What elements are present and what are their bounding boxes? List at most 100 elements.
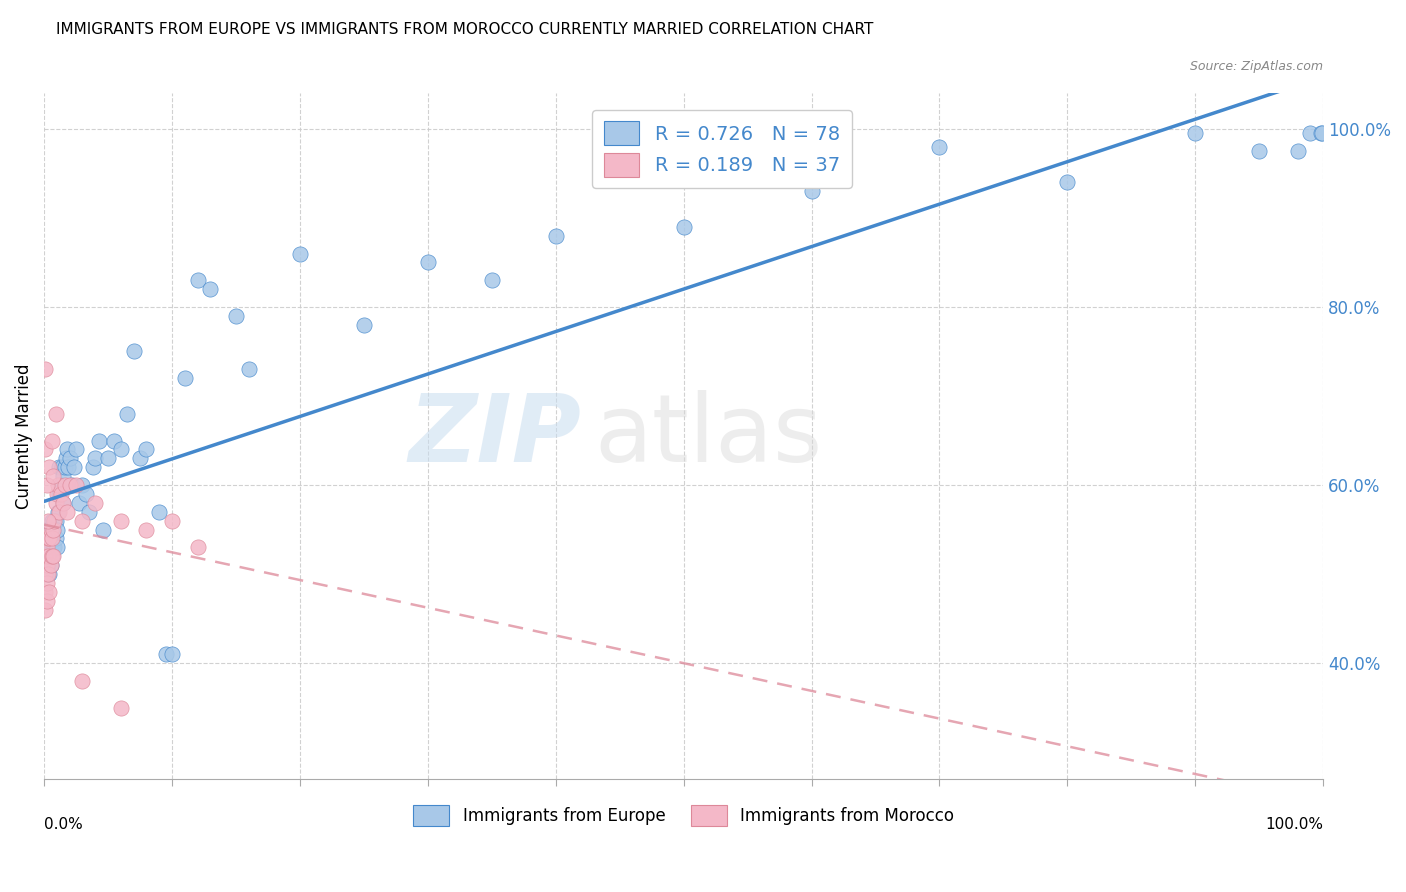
- Point: [34, 442, 56, 457]
- Point: [1056, 175, 1078, 189]
- Point: [35, 558, 58, 573]
- Point: [110, 700, 132, 714]
- Point: [91, 523, 114, 537]
- Point: [288, 246, 311, 260]
- Point: [42, 469, 65, 483]
- Point: [48, 487, 70, 501]
- Point: [34, 549, 56, 564]
- Point: [72, 514, 94, 528]
- Point: [52, 469, 75, 483]
- Point: [1184, 126, 1206, 140]
- Point: [35, 532, 58, 546]
- Text: ZIP: ZIP: [408, 390, 581, 482]
- Point: [416, 255, 439, 269]
- Point: [37, 523, 59, 537]
- Point: [45, 487, 67, 501]
- Point: [34, 362, 56, 376]
- Legend: Immigrants from Europe, Immigrants from Morocco: Immigrants from Europe, Immigrants from …: [406, 798, 962, 832]
- Point: [200, 282, 222, 296]
- Point: [45, 541, 67, 555]
- Point: [42, 549, 65, 564]
- Point: [77, 505, 100, 519]
- Point: [353, 318, 375, 332]
- Point: [38, 532, 60, 546]
- Point: [160, 514, 183, 528]
- Point: [34, 603, 56, 617]
- Point: [35, 594, 58, 608]
- Point: [84, 451, 107, 466]
- Point: [45, 532, 67, 546]
- Point: [37, 532, 59, 546]
- Point: [52, 496, 75, 510]
- Point: [34, 567, 56, 582]
- Point: [800, 184, 823, 198]
- Point: [51, 460, 73, 475]
- Point: [59, 478, 82, 492]
- Point: [41, 532, 63, 546]
- Point: [49, 487, 72, 501]
- Point: [672, 219, 695, 234]
- Point: [34, 541, 56, 555]
- Point: [44, 541, 66, 555]
- Point: [1249, 144, 1271, 158]
- Point: [41, 434, 63, 448]
- Text: 0.0%: 0.0%: [44, 817, 83, 831]
- Point: [72, 673, 94, 688]
- Point: [46, 505, 69, 519]
- Point: [45, 514, 67, 528]
- Point: [155, 647, 177, 661]
- Point: [65, 442, 87, 457]
- Point: [52, 496, 75, 510]
- Point: [122, 344, 145, 359]
- Point: [160, 647, 183, 661]
- Point: [45, 496, 67, 510]
- Point: [53, 478, 76, 492]
- Point: [135, 442, 157, 457]
- Text: 100.0%: 100.0%: [1265, 817, 1323, 831]
- Point: [35, 549, 58, 564]
- Point: [481, 273, 503, 287]
- Point: [38, 541, 60, 555]
- Point: [103, 434, 125, 448]
- Point: [110, 514, 132, 528]
- Point: [1309, 126, 1331, 140]
- Point: [56, 442, 79, 457]
- Point: [48, 505, 70, 519]
- Point: [187, 541, 209, 555]
- Point: [35, 541, 58, 555]
- Point: [38, 585, 60, 599]
- Point: [72, 478, 94, 492]
- Point: [34, 549, 56, 564]
- Point: [82, 460, 104, 475]
- Point: [56, 505, 79, 519]
- Point: [38, 523, 60, 537]
- Point: [148, 505, 170, 519]
- Text: IMMIGRANTS FROM EUROPE VS IMMIGRANTS FROM MOROCCO CURRENTLY MARRIED CORRELATION : IMMIGRANTS FROM EUROPE VS IMMIGRANTS FRO…: [56, 22, 873, 37]
- Point: [53, 460, 76, 475]
- Point: [38, 460, 60, 475]
- Point: [44, 514, 66, 528]
- Point: [41, 514, 63, 528]
- Point: [44, 514, 66, 528]
- Point: [84, 496, 107, 510]
- Point: [42, 541, 65, 555]
- Point: [34, 585, 56, 599]
- Point: [129, 451, 152, 466]
- Point: [37, 514, 59, 528]
- Point: [58, 460, 80, 475]
- Point: [110, 442, 132, 457]
- Point: [38, 567, 60, 582]
- Point: [39, 558, 62, 573]
- Point: [1299, 126, 1322, 140]
- Point: [45, 407, 67, 421]
- Point: [75, 487, 97, 501]
- Point: [34, 532, 56, 546]
- Point: [62, 460, 84, 475]
- Point: [928, 139, 950, 153]
- Point: [41, 549, 63, 564]
- Point: [544, 228, 567, 243]
- Point: [67, 496, 90, 510]
- Text: atlas: atlas: [595, 390, 823, 482]
- Point: [225, 309, 247, 323]
- Point: [48, 460, 70, 475]
